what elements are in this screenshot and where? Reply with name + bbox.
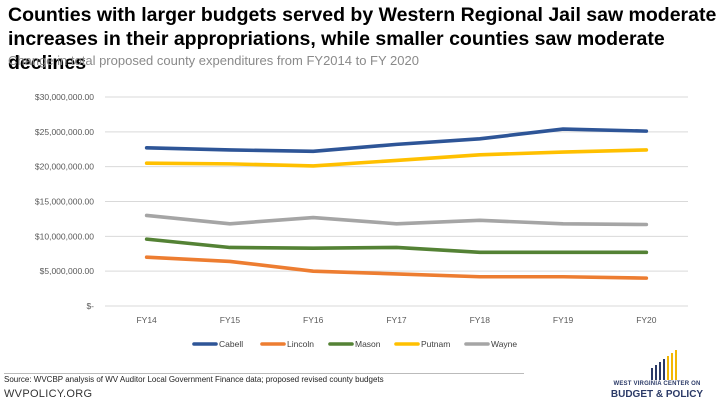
series-line-putnam xyxy=(144,148,649,168)
chart-subtitle: Change in total proposed county expendit… xyxy=(8,53,419,68)
y-tick-label: $10,000,000.00 xyxy=(35,231,94,241)
x-tick-label: FY15 xyxy=(220,315,241,325)
y-tick-label: $5,000,000.00 xyxy=(40,266,95,276)
y-tick-label: $30,000,000.00 xyxy=(35,92,94,102)
x-tick-label: FY14 xyxy=(136,315,157,325)
legend-label-lincoln: Lincoln xyxy=(287,339,314,349)
legend-label-cabell: Cabell xyxy=(219,339,243,349)
y-tick-label: $- xyxy=(86,301,94,311)
y-tick-label: $15,000,000.00 xyxy=(35,197,94,207)
x-tick-label: FY16 xyxy=(303,315,324,325)
x-tick-label: FY20 xyxy=(636,315,657,325)
y-tick-label: $25,000,000.00 xyxy=(35,127,94,137)
legend-label-putnam: Putnam xyxy=(421,339,450,349)
x-tick-label: FY17 xyxy=(386,315,407,325)
chart-title: Counties with larger budgets served by W… xyxy=(8,4,717,74)
x-tick-label: FY18 xyxy=(470,315,491,325)
logo-line-1: WEST VIRGINIA CENTER ON xyxy=(613,381,701,387)
y-tick-label: $20,000,000.00 xyxy=(35,162,94,172)
source-note: Source: WVCBP analysis of WV Auditor Loc… xyxy=(4,373,524,384)
series-line-lincoln xyxy=(144,255,649,280)
series-line-cabell xyxy=(144,127,649,154)
wvcbp-logo: WEST VIRGINIA CENTER ON BUDGET & POLICY xyxy=(598,350,716,402)
legend-label-wayne: Wayne xyxy=(491,339,517,349)
logo-line-2: BUDGET & POLICY xyxy=(610,389,704,400)
x-tick-label: FY19 xyxy=(553,315,574,325)
legend-label-mason: Mason xyxy=(355,339,381,349)
series-line-mason xyxy=(144,237,649,255)
website-footer[interactable]: WVPOLICY.ORG xyxy=(4,388,93,400)
bar-graph-logo-icon xyxy=(651,350,677,380)
series-line-wayne xyxy=(144,213,649,227)
